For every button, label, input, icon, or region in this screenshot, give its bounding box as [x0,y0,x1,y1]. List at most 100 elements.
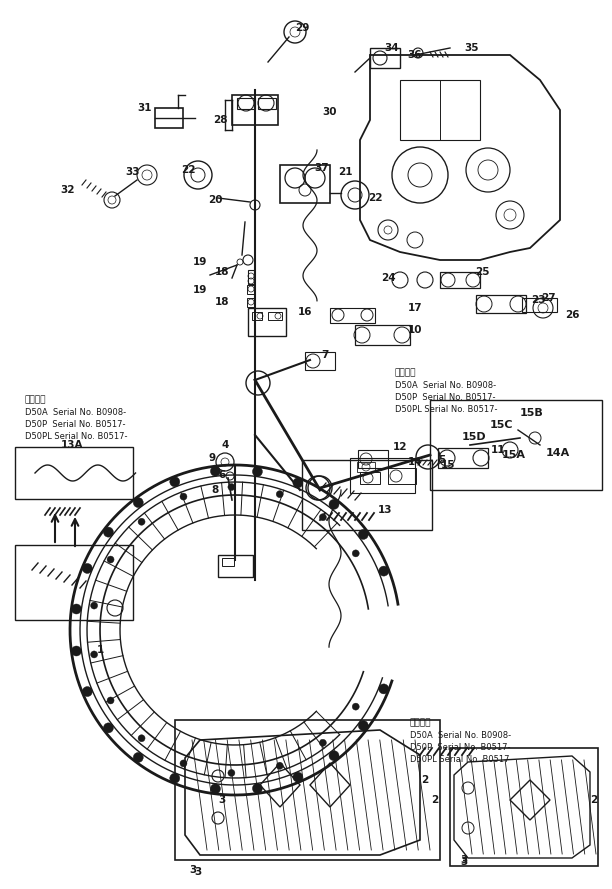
Text: D50A  Serial No. B0908-: D50A Serial No. B0908- [410,731,511,740]
Text: D50P  Serial No. B0517-: D50P Serial No. B0517- [395,393,496,402]
Circle shape [329,750,339,761]
Bar [522,298,557,312]
Circle shape [293,478,303,488]
Text: 22: 22 [368,193,382,203]
Bar [248,308,286,336]
Text: D50PL Serial No. B0517-: D50PL Serial No. B0517- [25,432,127,441]
Text: 30: 30 [323,107,337,117]
Circle shape [329,500,339,509]
Circle shape [103,527,113,537]
Bar [450,748,598,866]
Bar [330,308,375,323]
Circle shape [228,484,235,491]
Circle shape [83,686,92,697]
Bar [248,270,254,284]
Circle shape [107,556,114,563]
Bar [476,295,526,313]
Circle shape [91,602,97,609]
Text: 18: 18 [215,297,230,307]
Text: 18: 18 [215,267,230,277]
Text: 16: 16 [298,307,312,317]
Circle shape [228,770,235,776]
Bar [252,312,262,320]
Text: 6: 6 [218,470,226,480]
Circle shape [319,514,326,521]
Text: 3: 3 [195,867,201,877]
Circle shape [276,762,283,769]
Bar [430,400,602,490]
Bar [400,80,480,140]
Circle shape [358,721,368,731]
Text: 19: 19 [193,257,207,267]
Text: 21: 21 [338,167,353,177]
Text: 24: 24 [381,273,395,283]
Bar [232,95,278,125]
Bar [370,48,400,68]
Bar [218,555,253,577]
Bar [302,460,432,530]
Text: 適用号機: 適用号機 [395,368,417,377]
Circle shape [180,493,187,501]
Text: 4: 4 [222,440,229,450]
Circle shape [379,566,389,576]
Text: 34: 34 [385,43,399,53]
Circle shape [293,773,303,782]
Circle shape [91,651,97,658]
Text: 1: 1 [96,645,103,655]
Text: 11: 11 [491,445,506,455]
Circle shape [252,467,263,477]
Text: 20: 20 [207,195,222,205]
Text: 13: 13 [378,505,392,515]
Circle shape [180,760,187,767]
Bar [438,448,488,468]
Bar [222,558,234,566]
Circle shape [138,518,145,525]
Text: 3: 3 [189,865,196,875]
Text: 17: 17 [408,303,422,313]
Text: 29: 29 [295,23,309,33]
Bar [247,285,255,294]
Text: 15C: 15C [490,420,513,430]
Text: 12: 12 [393,442,407,452]
Text: 19: 19 [193,285,207,295]
Circle shape [170,477,180,487]
Text: 25: 25 [475,267,489,277]
Bar [360,472,380,484]
Circle shape [252,783,263,793]
Text: 36: 36 [408,50,422,60]
Circle shape [72,604,81,614]
Text: 8: 8 [211,485,218,495]
Circle shape [211,466,220,477]
Text: 27: 27 [540,293,555,303]
Bar [247,298,255,307]
Text: D50P  Serial No. B0517-: D50P Serial No. B0517- [410,743,510,752]
Text: 3: 3 [460,855,468,865]
Text: 32: 32 [61,185,75,195]
Text: D50PL Serial No. B0517-: D50PL Serial No. B0517- [410,755,512,764]
Text: 35: 35 [465,43,479,53]
Circle shape [379,684,389,694]
Text: 2: 2 [591,795,598,805]
Bar [155,108,183,128]
Text: 3: 3 [460,857,468,867]
Text: 37: 37 [315,163,329,173]
Bar [358,450,388,468]
Circle shape [133,752,143,763]
Text: 7: 7 [321,350,329,360]
Circle shape [107,697,114,704]
Bar [388,468,416,484]
Text: D50P  Serial No. B0517-: D50P Serial No. B0517- [25,420,125,429]
Bar [15,447,133,499]
Text: 13A: 13A [61,440,83,450]
Circle shape [83,564,92,573]
Circle shape [138,734,145,741]
Circle shape [276,491,283,498]
Circle shape [211,784,220,794]
Text: 14A: 14A [546,448,570,458]
Circle shape [353,550,359,557]
Bar [350,458,415,493]
Text: 14: 14 [408,457,422,467]
Bar [175,720,440,860]
Bar [258,98,276,109]
Circle shape [133,498,143,508]
